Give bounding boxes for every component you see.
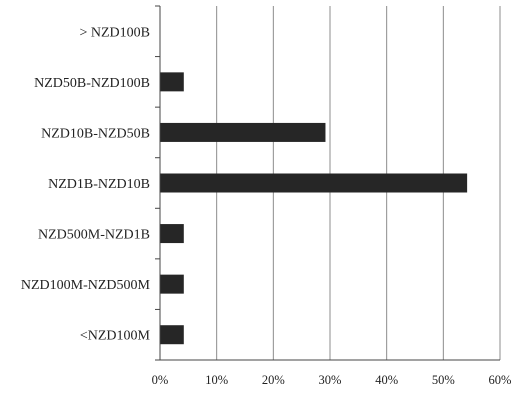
bar: [160, 72, 184, 92]
bar: [160, 173, 468, 193]
bars: [160, 72, 468, 345]
x-tick-label: 0%: [152, 373, 169, 387]
x-tick-label: 50%: [432, 373, 455, 387]
x-tick-label: 60%: [489, 373, 512, 387]
x-tick-labels: 0% 10% 20% 30% 40% 50% 60%: [152, 373, 512, 387]
category-label: NZD10B-NZD50B: [41, 126, 150, 141]
x-tick-label: 40%: [375, 373, 398, 387]
bar: [160, 122, 326, 142]
x-tick-label: 20%: [262, 373, 285, 387]
axes: [155, 5, 500, 361]
category-label: NZD500M-NZD1B: [38, 228, 150, 243]
category-label: NZD100M-NZD500M: [21, 278, 151, 293]
category-label: <NZD100M: [80, 329, 151, 344]
bar: [160, 224, 184, 244]
bar: [160, 274, 184, 294]
x-tick-label: 10%: [205, 373, 228, 387]
category-label: NZD1B-NZD10B: [48, 177, 150, 192]
category-label: > NZD100B: [79, 25, 150, 40]
category-labels: > NZD100B NZD50B-NZD100B NZD10B-NZD50B NZD1…: [21, 25, 151, 343]
category-label: NZD50B-NZD100B: [34, 76, 150, 91]
x-tick-label: 30%: [319, 373, 342, 387]
bar: [160, 325, 184, 345]
